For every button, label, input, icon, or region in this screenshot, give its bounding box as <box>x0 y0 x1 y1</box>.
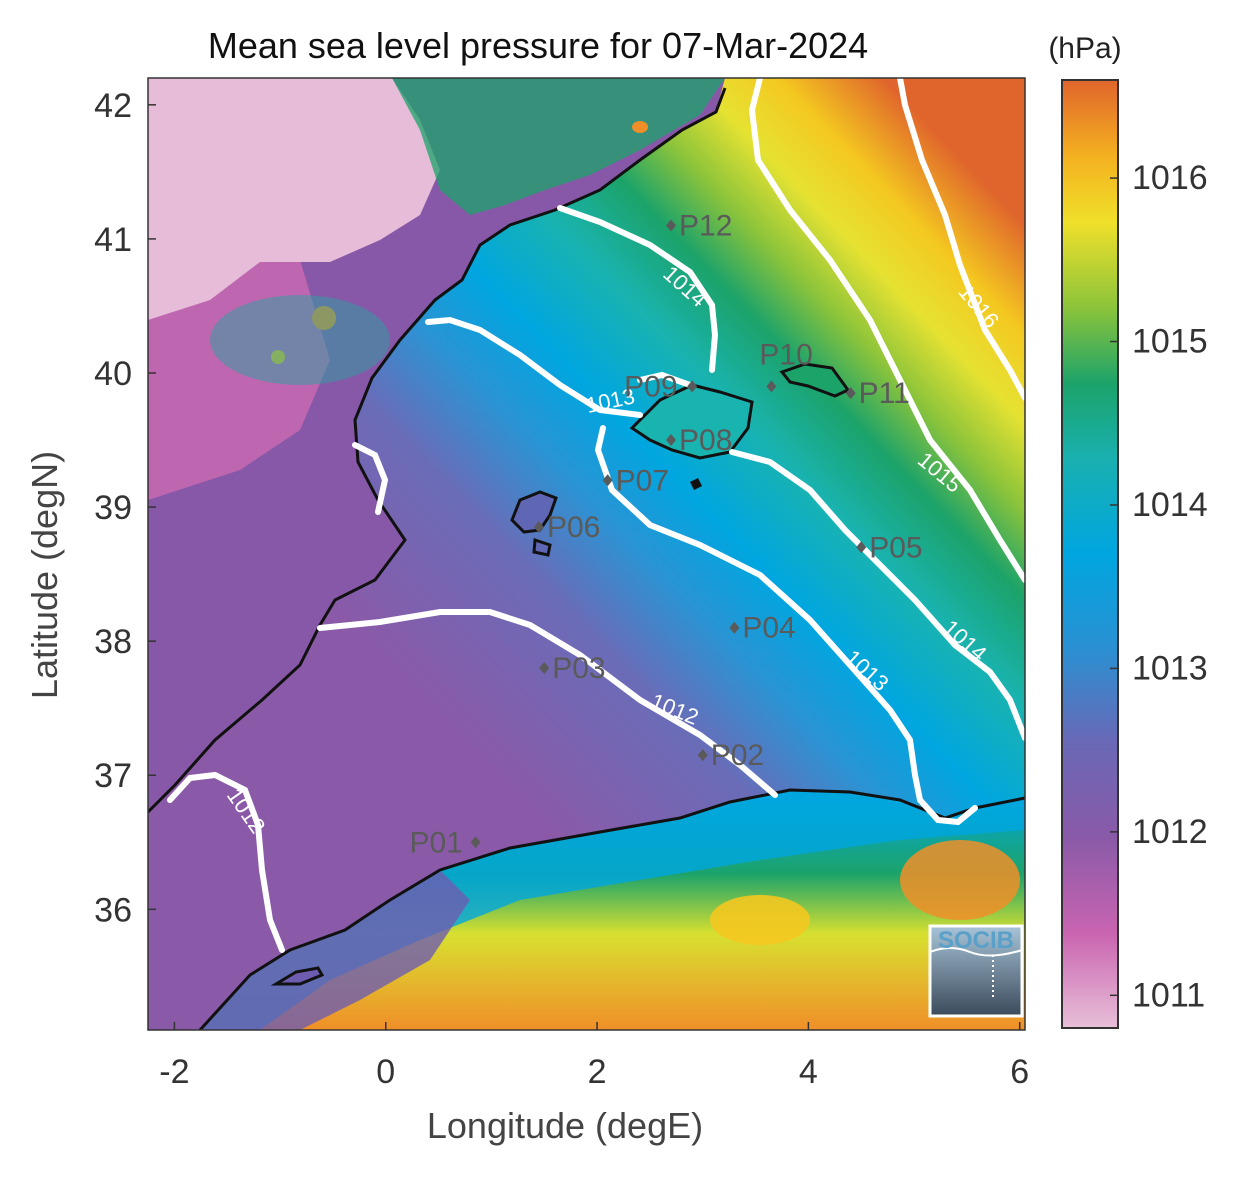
ibiza-island <box>510 490 558 557</box>
alboran-islet <box>270 966 325 986</box>
station-label: P08 <box>679 424 732 457</box>
africa-coastal-blue <box>200 790 1025 1030</box>
station-label: P06 <box>547 511 600 544</box>
colorbar-gradient <box>1061 79 1119 1029</box>
socib-logo: SOCIB <box>928 924 1024 1018</box>
station-marker <box>697 749 708 762</box>
colorbar-tick-label: 1011 <box>1132 976 1205 1014</box>
station-label: P12 <box>679 209 732 242</box>
station-marker <box>470 836 481 849</box>
station-label: P10 <box>759 338 812 371</box>
y-axis-ticks: 36 37 38 39 40 41 42 <box>94 87 156 929</box>
y-tick-label: 42 <box>94 87 132 125</box>
isobar-1013-north <box>425 316 643 418</box>
isobar-1015 <box>748 78 1025 583</box>
x-axis-ticks: -2 0 2 4 6 <box>159 1022 1029 1091</box>
logo-text: SOCIB <box>938 927 1014 954</box>
mountain-region <box>210 295 390 385</box>
x-axis-label: Longitude (degE) <box>427 1105 703 1146</box>
colorbar: (hPa) 1011 1012 1013 1014 1015 1016 <box>1048 32 1208 1029</box>
y-tick-label: 40 <box>94 355 132 393</box>
x-tick-label: 6 <box>1010 1053 1029 1091</box>
colorbar-tick-label: 1016 <box>1132 159 1208 197</box>
station-label: P11 <box>859 377 910 410</box>
colorbar-tick-label: 1012 <box>1132 813 1208 851</box>
mountain-hotspot <box>632 121 648 133</box>
africa-west-purple <box>200 870 470 1030</box>
map-title: Mean sea level pressure for 07-Mar-2024 <box>208 25 868 66</box>
station-label: P03 <box>552 652 605 685</box>
colorbar-tick-label: 1015 <box>1132 323 1208 361</box>
station-marker <box>766 380 777 393</box>
station-marker <box>533 521 544 534</box>
iberia-coastal-green <box>392 78 725 215</box>
x-tick-label: -2 <box>159 1053 189 1091</box>
y-axis-label: Latitude (degN) <box>24 451 65 699</box>
station-marker <box>602 474 613 487</box>
isobar-1014-south <box>729 449 1025 741</box>
colorbar-tick-label: 1013 <box>1132 649 1208 687</box>
africa-coastline <box>198 788 1025 1030</box>
isobar-1013-south <box>594 371 978 826</box>
station-label: P09 <box>624 370 677 403</box>
x-tick-label: 4 <box>799 1053 818 1091</box>
station-marker <box>729 621 740 634</box>
iberia-coastline <box>148 87 727 814</box>
y-tick-label: 38 <box>94 623 132 661</box>
station-label: P02 <box>711 739 764 772</box>
station-label: P01 <box>410 826 463 859</box>
colorbar-unit: (hPa) <box>1048 32 1121 65</box>
isobar-1012-west <box>167 771 285 953</box>
station-marker <box>687 380 698 393</box>
menorca-island <box>779 362 851 398</box>
station-marker <box>666 219 677 232</box>
isobar-1016 <box>897 78 1025 401</box>
y-tick-label: 41 <box>94 221 132 259</box>
station-label: P07 <box>616 464 669 497</box>
station-marker <box>666 434 677 447</box>
iberia-northwest-light <box>148 78 440 320</box>
x-tick-label: 0 <box>376 1053 395 1091</box>
colorbar-ticks: 1011 1012 1013 1014 1015 1016 <box>1110 159 1208 1014</box>
y-tick-label: 37 <box>94 757 132 795</box>
cabrera-island <box>690 478 702 490</box>
station-marker <box>856 541 867 554</box>
y-tick-label: 39 <box>94 489 132 527</box>
isobar-1012-main <box>317 609 778 798</box>
logo-box <box>928 924 1024 1018</box>
isobar-1014-north <box>557 205 719 373</box>
station-label: P04 <box>742 612 795 645</box>
mallorca-island <box>629 383 754 460</box>
y-tick-label: 36 <box>94 891 132 929</box>
atlas-hotspot <box>900 840 1020 920</box>
isobar-1012-patch <box>352 442 389 515</box>
station-label: P05 <box>869 531 922 564</box>
logo-wave <box>929 947 1023 957</box>
map-frame <box>147 77 1026 1031</box>
x-tick-label: 2 <box>588 1053 607 1091</box>
colorbar-tick-label: 1014 <box>1132 486 1208 524</box>
atlas-hotspot <box>710 895 810 945</box>
isobars <box>167 78 1025 953</box>
station-marker <box>539 661 550 674</box>
station-marker <box>845 387 856 400</box>
